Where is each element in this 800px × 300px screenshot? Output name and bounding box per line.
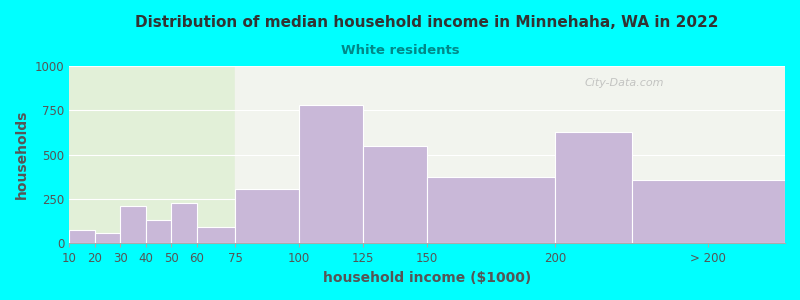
Bar xyxy=(94,233,120,243)
Bar xyxy=(555,132,631,243)
Bar xyxy=(120,206,146,243)
Bar xyxy=(197,226,235,243)
Bar xyxy=(299,105,363,243)
Bar xyxy=(171,203,197,243)
X-axis label: household income ($1000): household income ($1000) xyxy=(323,271,531,285)
Bar xyxy=(631,179,785,243)
Bar xyxy=(69,66,235,243)
Bar xyxy=(235,66,785,243)
Bar xyxy=(363,146,427,243)
Text: White residents: White residents xyxy=(341,44,459,58)
Y-axis label: households: households xyxy=(15,110,29,199)
Bar xyxy=(69,230,94,243)
Bar xyxy=(427,177,555,243)
Title: Distribution of median household income in Minnehaha, WA in 2022: Distribution of median household income … xyxy=(135,15,718,30)
Bar xyxy=(235,189,299,243)
Text: City-Data.com: City-Data.com xyxy=(585,78,664,88)
Bar xyxy=(146,220,171,243)
